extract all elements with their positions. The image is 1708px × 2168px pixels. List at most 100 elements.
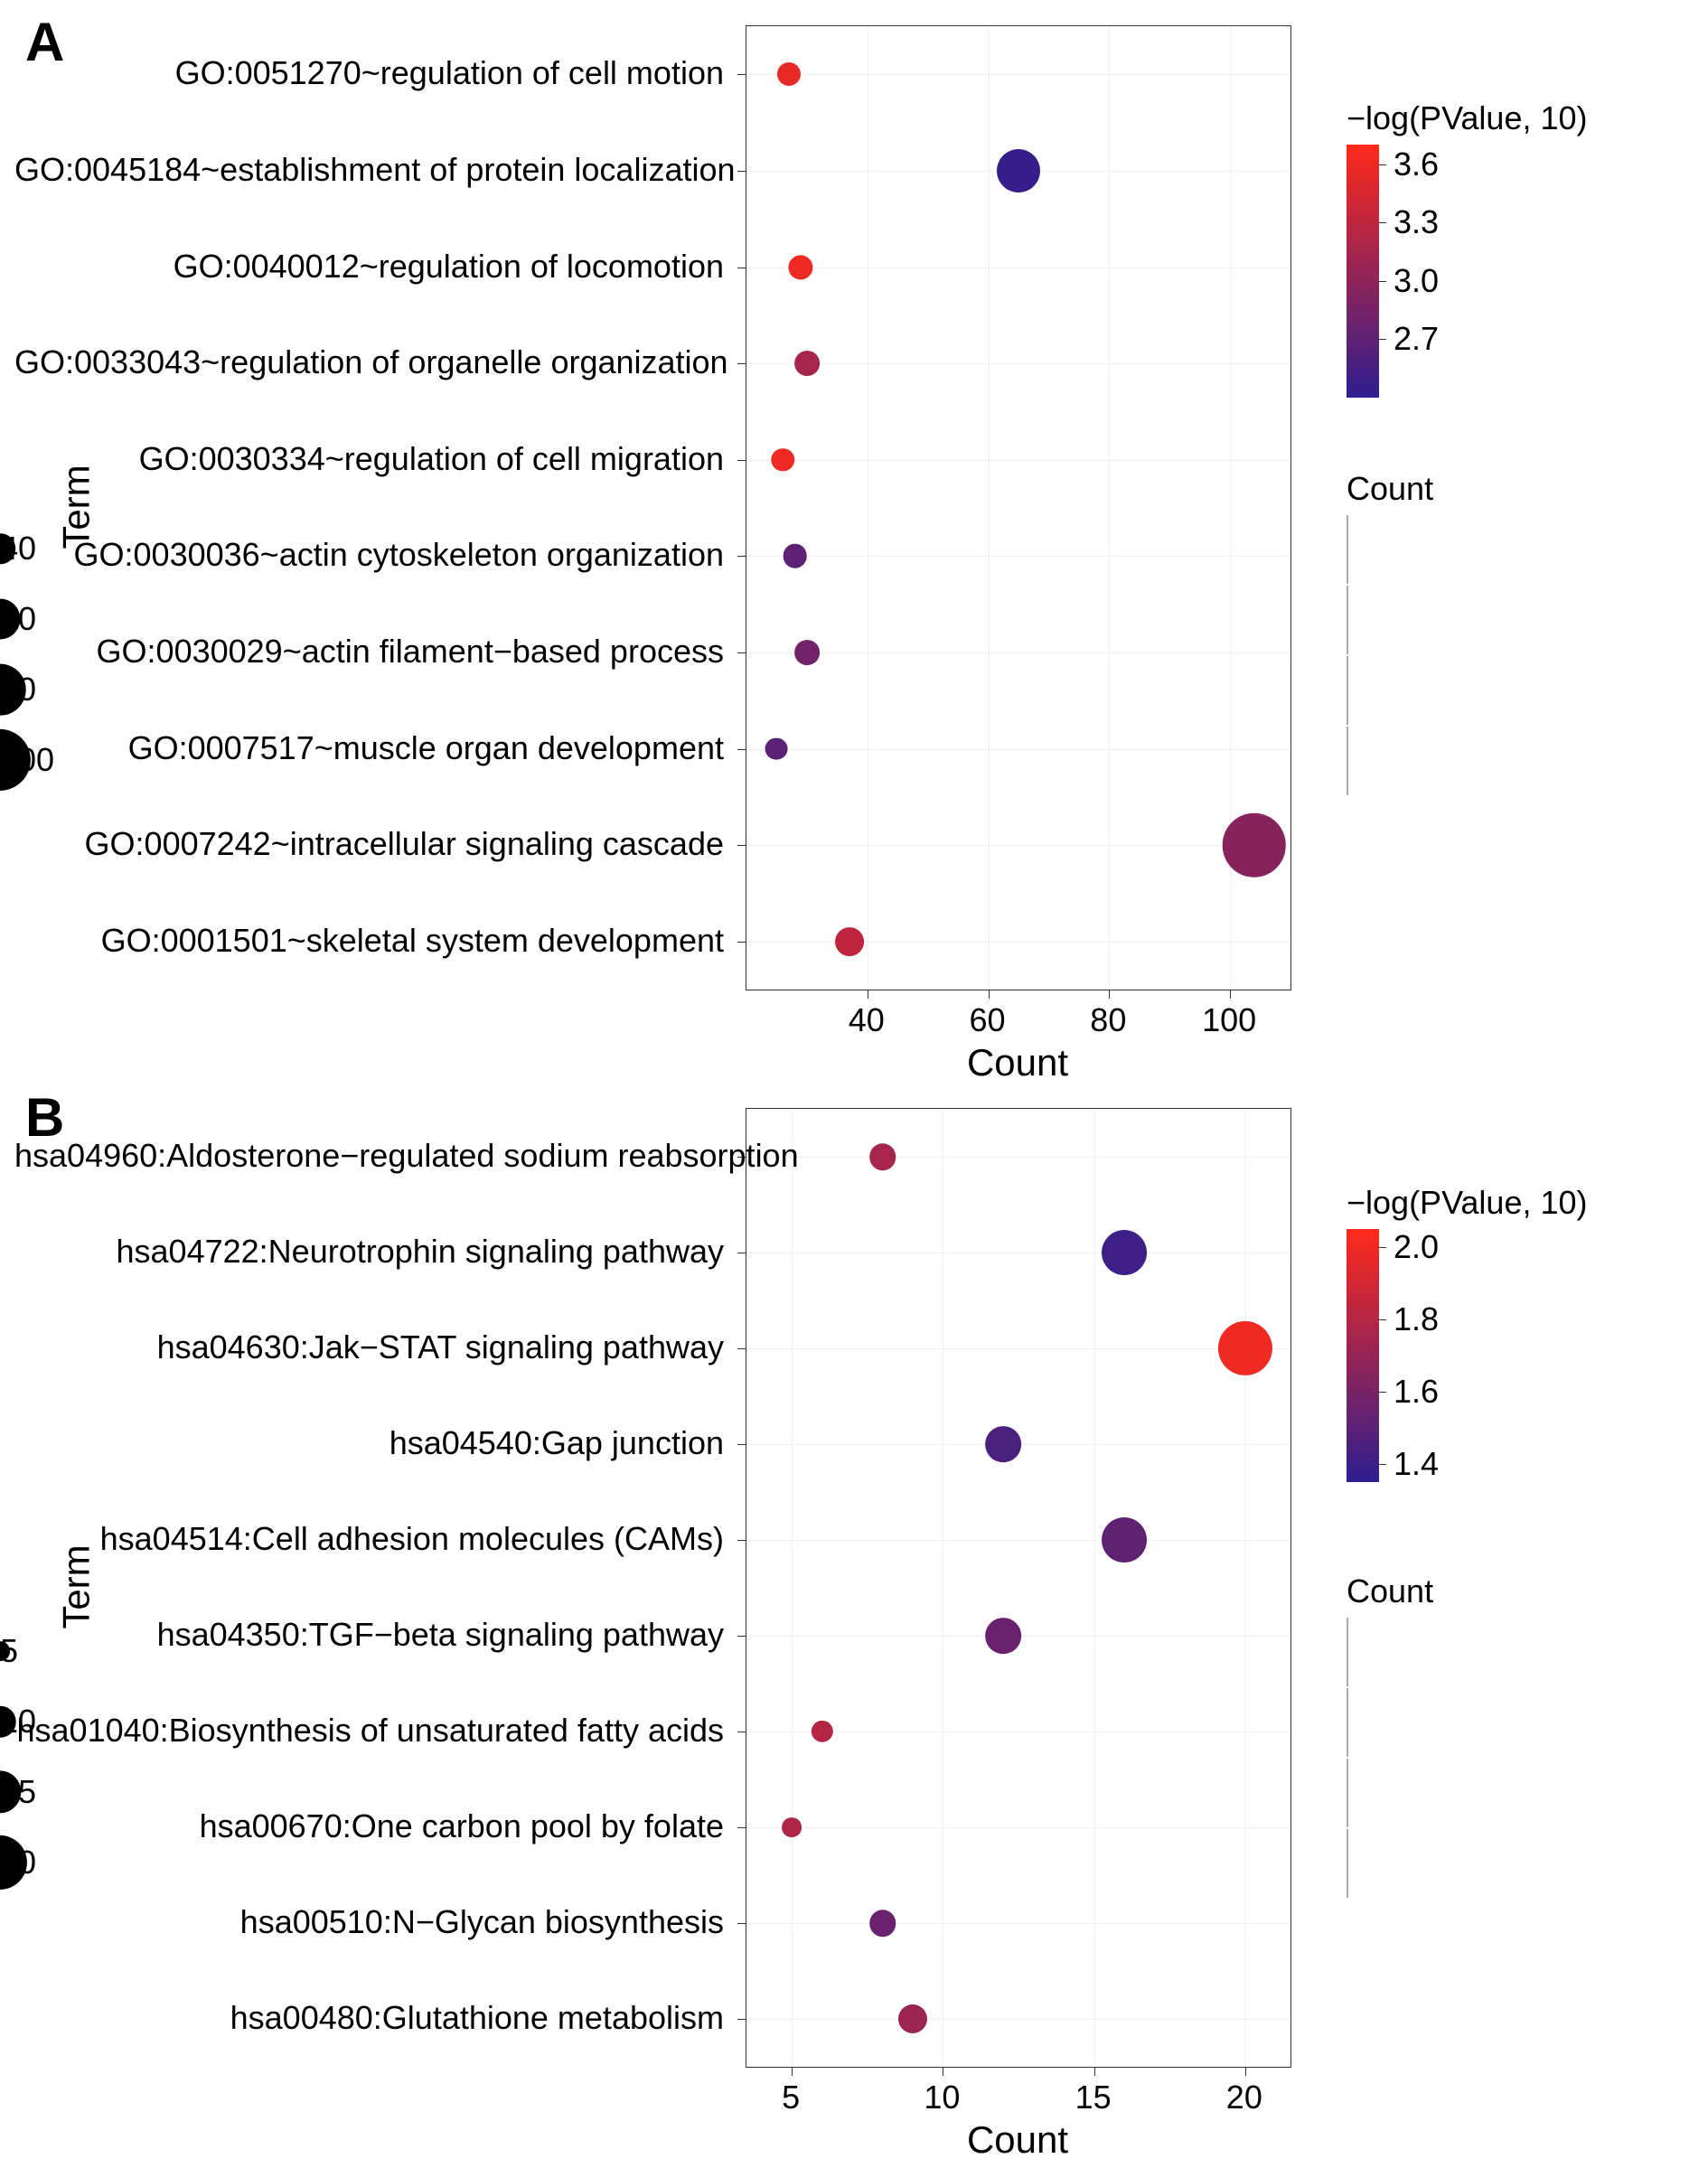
- x-axis-title: Count: [967, 2118, 1068, 2162]
- plot-area-A: [746, 25, 1291, 990]
- y-tick-label: GO:0030029~actin filament−based process: [14, 633, 733, 671]
- colorbar-tick: [1379, 281, 1386, 282]
- colorbar-tick-label: 1.4: [1394, 1445, 1439, 1483]
- gridline-h: [746, 363, 1290, 364]
- data-point: [777, 62, 801, 86]
- size-legend-box: [1347, 515, 1348, 584]
- colorbar-tick: [1379, 1319, 1386, 1320]
- y-tick: [737, 749, 746, 750]
- data-point: [869, 1910, 896, 1937]
- data-point: [1218, 1321, 1272, 1375]
- y-tick-label: hsa00670:One carbon pool by folate: [14, 1807, 733, 1845]
- size-legend-label: 80: [0, 671, 36, 709]
- x-tick: [989, 990, 990, 999]
- color-legend-title: −log(PValue, 10): [1347, 99, 1588, 137]
- y-tick-label: hsa04630:Jak−STAT signaling pathway: [14, 1328, 733, 1366]
- plot-area-B: [746, 1108, 1291, 2068]
- gridline-h: [746, 845, 1290, 846]
- y-tick: [737, 2019, 746, 2020]
- data-point: [985, 1618, 1021, 1654]
- gridline-h: [746, 1923, 1290, 1924]
- x-tick-label: 80: [1090, 1001, 1126, 1039]
- y-tick-label: GO:0033043~regulation of organelle organ…: [14, 343, 733, 381]
- y-tick-label: GO:0030334~regulation of cell migration: [14, 440, 733, 478]
- y-tick: [737, 652, 746, 653]
- y-tick-label: GO:0007517~muscle organ development: [14, 729, 733, 767]
- x-tick: [1245, 2067, 1246, 2076]
- gridline-h: [746, 1348, 1290, 1349]
- y-tick-label: GO:0030036~actin cytoskeleton organizati…: [14, 536, 733, 574]
- x-tick-label: 40: [849, 1001, 885, 1039]
- colorbar-tick-label: 2.0: [1394, 1228, 1439, 1266]
- colorbar: [1347, 1229, 1379, 1482]
- y-tick: [737, 556, 746, 557]
- gridline-h: [746, 942, 1290, 943]
- x-tick-label: 5: [782, 2079, 800, 2116]
- gridline-v: [1245, 1109, 1246, 2067]
- color-legend-title: −log(PValue, 10): [1347, 1184, 1588, 1222]
- y-tick: [737, 1444, 746, 1445]
- size-legend-title: Count: [1347, 470, 1433, 508]
- y-tick: [737, 1540, 746, 1541]
- gridline-h: [746, 1157, 1290, 1158]
- data-point: [898, 2004, 927, 2033]
- y-tick: [737, 1348, 746, 1349]
- colorbar-tick-label: 3.6: [1394, 145, 1439, 183]
- colorbar-tick: [1379, 1392, 1386, 1393]
- y-tick-label: hsa04540:Gap junction: [14, 1424, 733, 1462]
- x-tick-label: 60: [970, 1001, 1006, 1039]
- x-tick-label: 15: [1075, 2079, 1112, 2116]
- y-tick: [737, 460, 746, 461]
- size-legend-label: 100: [0, 741, 54, 779]
- y-tick: [737, 74, 746, 75]
- size-legend-label: 5: [0, 1632, 18, 1670]
- y-tick-label: GO:0051270~regulation of cell motion: [14, 54, 733, 92]
- data-point: [835, 927, 864, 956]
- gridline-h: [746, 460, 1290, 461]
- y-tick: [737, 845, 746, 846]
- gridline-v: [989, 26, 990, 990]
- colorbar-tick-label: 1.6: [1394, 1373, 1439, 1411]
- x-tick-label: 100: [1202, 1001, 1256, 1039]
- y-tick: [737, 1636, 746, 1637]
- y-tick-label: hsa04722:Neurotrophin signaling pathway: [14, 1233, 733, 1271]
- x-tick-label: 20: [1226, 2079, 1262, 2116]
- y-tick-label: GO:0040012~regulation of locomotion: [14, 248, 733, 286]
- figure-root: AGO:0051270~regulation of cell motion GO…: [0, 0, 1708, 2168]
- colorbar-tick-label: 2.7: [1394, 320, 1439, 358]
- y-tick-label: GO:0007242~intracellular signaling casca…: [14, 825, 733, 863]
- gridline-h: [746, 2019, 1290, 2020]
- y-tick: [737, 363, 746, 364]
- x-tick: [1109, 990, 1110, 999]
- y-tick: [737, 267, 746, 268]
- colorbar-tick: [1379, 222, 1386, 223]
- gridline-h: [746, 1540, 1290, 1541]
- data-point: [1223, 813, 1287, 878]
- colorbar-tick: [1379, 339, 1386, 340]
- gridline-v: [1094, 1109, 1095, 2067]
- size-legend-box: [1347, 1829, 1348, 1898]
- gridline-h: [746, 1827, 1290, 1828]
- x-tick-label: 10: [924, 2079, 960, 2116]
- colorbar-tick-label: 1.8: [1394, 1300, 1439, 1338]
- data-point: [782, 1817, 802, 1837]
- y-axis-title: Term: [55, 465, 99, 549]
- size-legend-box: [1347, 656, 1348, 725]
- y-tick-label: hsa00510:N−Glycan biosynthesis: [14, 1903, 733, 1941]
- gridline-v: [792, 1109, 793, 2067]
- size-legend-label: 15: [0, 1773, 36, 1811]
- y-tick-label: hsa04350:TGF−beta signaling pathway: [14, 1616, 733, 1654]
- size-legend-title: Count: [1347, 1572, 1433, 1610]
- y-tick: [737, 1827, 746, 1828]
- colorbar-tick: [1379, 1247, 1386, 1248]
- x-tick: [1230, 990, 1231, 999]
- y-tick: [737, 942, 746, 943]
- data-point: [765, 737, 788, 760]
- colorbar-tick-label: 3.3: [1394, 203, 1439, 241]
- size-legend-box: [1347, 586, 1348, 654]
- gridline-h: [746, 556, 1290, 557]
- size-legend-box: [1347, 1688, 1348, 1757]
- data-point: [985, 1426, 1021, 1462]
- data-point: [783, 544, 807, 568]
- y-tick-label: hsa00480:Glutathione metabolism: [14, 1999, 733, 2037]
